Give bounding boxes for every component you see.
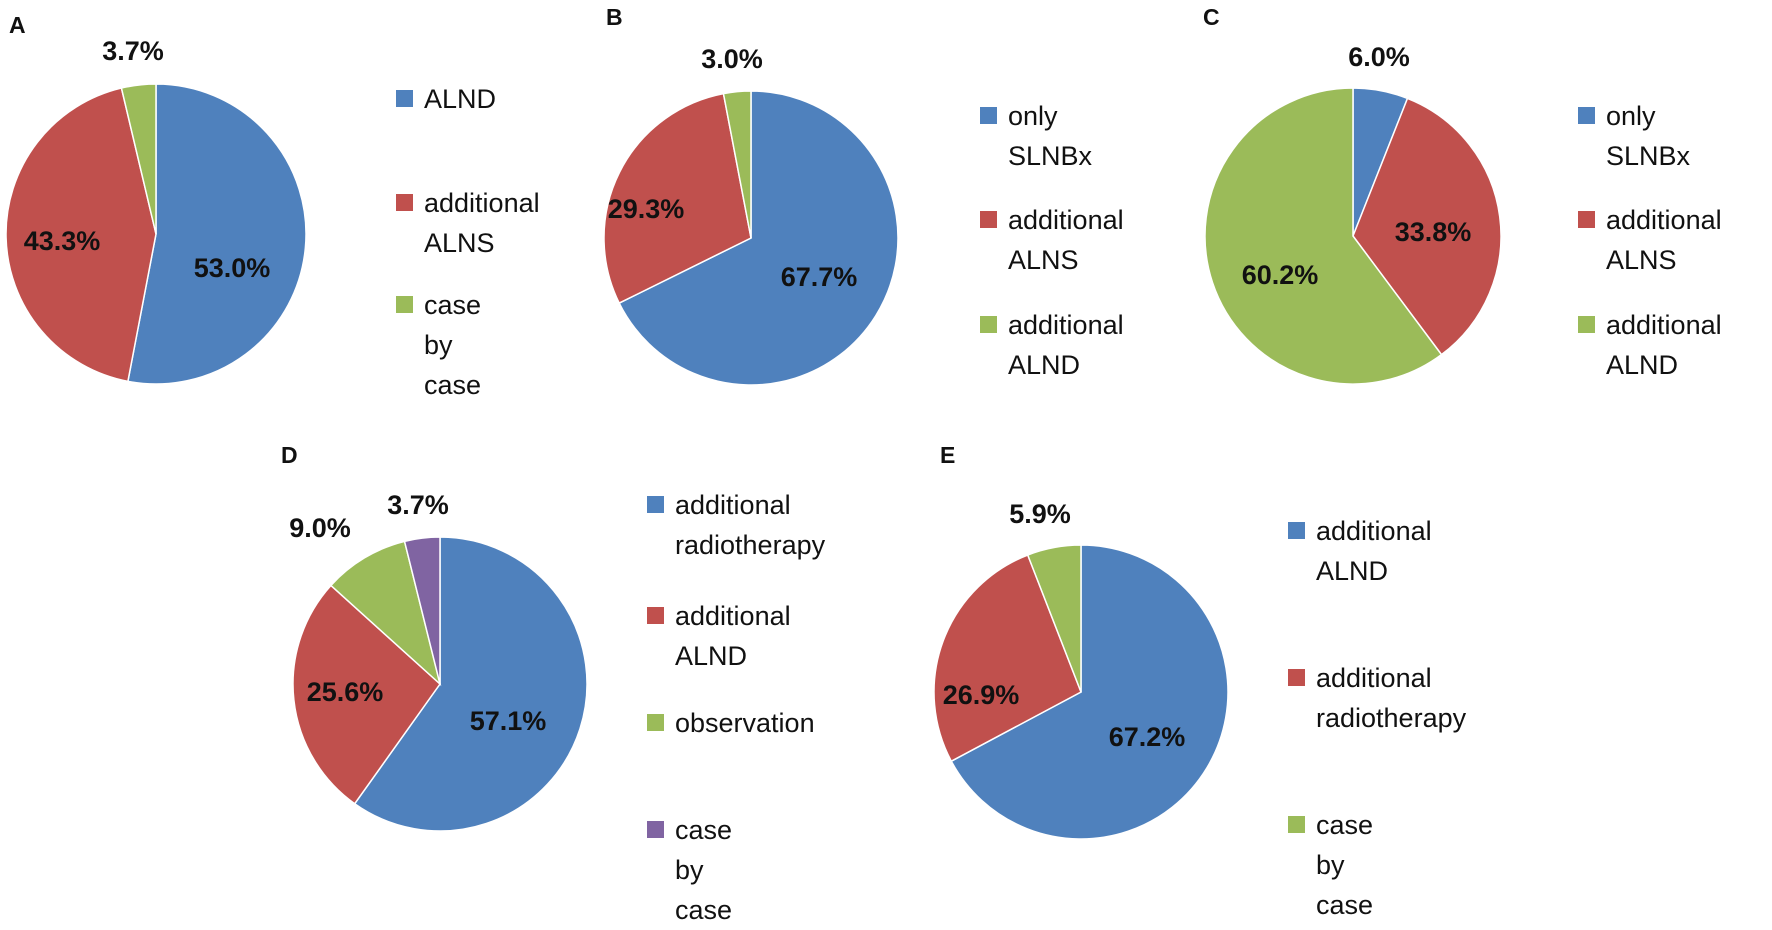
legend-swatch — [1578, 211, 1595, 228]
panel-label-a: A — [9, 12, 26, 38]
legend-label: case by case — [424, 290, 482, 400]
pie-a-slice-2 — [120, 83, 157, 235]
data-label-c-red: 33.8% — [1394, 217, 1472, 247]
legend-label: additional radiotherapy — [675, 490, 826, 560]
legend-label: ALND — [424, 84, 497, 114]
legend-label: case by case — [675, 815, 733, 925]
legend-label: additional ALND — [1606, 310, 1722, 380]
pie-chart-d — [292, 536, 588, 832]
data-label-d-red: 25.6% — [306, 677, 384, 707]
data-label-a-red: 43.3% — [23, 226, 101, 256]
legend-label: additional ALNS — [1606, 205, 1722, 275]
legend-label: only SLNBx — [1606, 101, 1691, 171]
legend-swatch — [396, 90, 413, 107]
legend-swatch — [1288, 522, 1305, 539]
data-label-e-green: 5.9% — [1009, 499, 1071, 529]
legend-swatch — [647, 496, 664, 513]
legend-swatch — [1578, 107, 1595, 124]
pie-b-slice-0 — [618, 90, 899, 386]
legend-label: observation — [675, 708, 815, 738]
pie-chart-e — [933, 544, 1229, 840]
legend-label: additional ALND — [675, 601, 791, 671]
legend-label: additional ALNS — [1008, 205, 1124, 275]
pie-a-slice-1 — [5, 87, 157, 383]
legend-label: additional ALND — [1008, 310, 1124, 380]
legend-label: case by case — [1316, 810, 1374, 920]
pie-chart-b — [603, 90, 899, 386]
panel-label-c: C — [1203, 4, 1220, 30]
legend-swatch — [980, 107, 997, 124]
legend-label: additional ALNS — [424, 188, 540, 258]
pie-e-slice-0 — [950, 544, 1229, 840]
data-label-b-green: 3.0% — [701, 44, 763, 74]
data-label-d-blue: 57.1% — [469, 706, 547, 736]
pie-d-slice-3 — [403, 536, 441, 685]
legend-label: additional radiotherapy — [1316, 663, 1467, 733]
legend-swatch — [980, 316, 997, 333]
data-label-a-green: 3.7% — [102, 36, 164, 66]
legend-swatch — [1288, 669, 1305, 686]
pie-d-slice-0 — [353, 536, 588, 832]
pie-chart-a — [5, 83, 307, 385]
data-label-e-blue: 67.2% — [1108, 722, 1186, 752]
pie-chart-c — [1204, 87, 1502, 385]
pie-e-slice-2 — [1026, 544, 1082, 693]
data-label-c-blue: 6.0% — [1348, 42, 1410, 72]
data-label-d-green: 9.0% — [289, 513, 351, 543]
data-label-b-blue: 67.7% — [780, 262, 858, 292]
data-label-c-green: 60.2% — [1241, 260, 1319, 290]
pie-e-slice-1 — [933, 554, 1082, 763]
legend-swatch — [647, 821, 664, 838]
panel-label-d: D — [281, 442, 298, 468]
panel-label-b: B — [606, 4, 623, 30]
data-label-e-red: 26.9% — [942, 680, 1020, 710]
pie-c-slice-1 — [1352, 97, 1502, 356]
data-label-a-blue: 53.0% — [193, 253, 271, 283]
legend-swatch — [980, 211, 997, 228]
pie-d-slice-1 — [292, 584, 441, 805]
legend-label: additional ALND — [1316, 516, 1432, 586]
legend-swatch — [647, 714, 664, 731]
legend-swatch — [396, 194, 413, 211]
legend-label: only SLNBx — [1008, 101, 1093, 171]
panel-label-e: E — [940, 442, 956, 468]
data-label-d-purple: 3.7% — [387, 490, 449, 520]
pie-a-slice-0 — [127, 83, 307, 385]
legend-swatch — [396, 296, 413, 313]
legend-swatch — [647, 607, 664, 624]
legend-swatch — [1578, 316, 1595, 333]
pie-b-slice-2 — [722, 90, 752, 239]
pie-c-slice-2 — [1204, 87, 1443, 385]
pie-b-slice-1 — [603, 92, 752, 305]
data-label-b-red: 29.3% — [607, 194, 685, 224]
legend-swatch — [1288, 816, 1305, 833]
